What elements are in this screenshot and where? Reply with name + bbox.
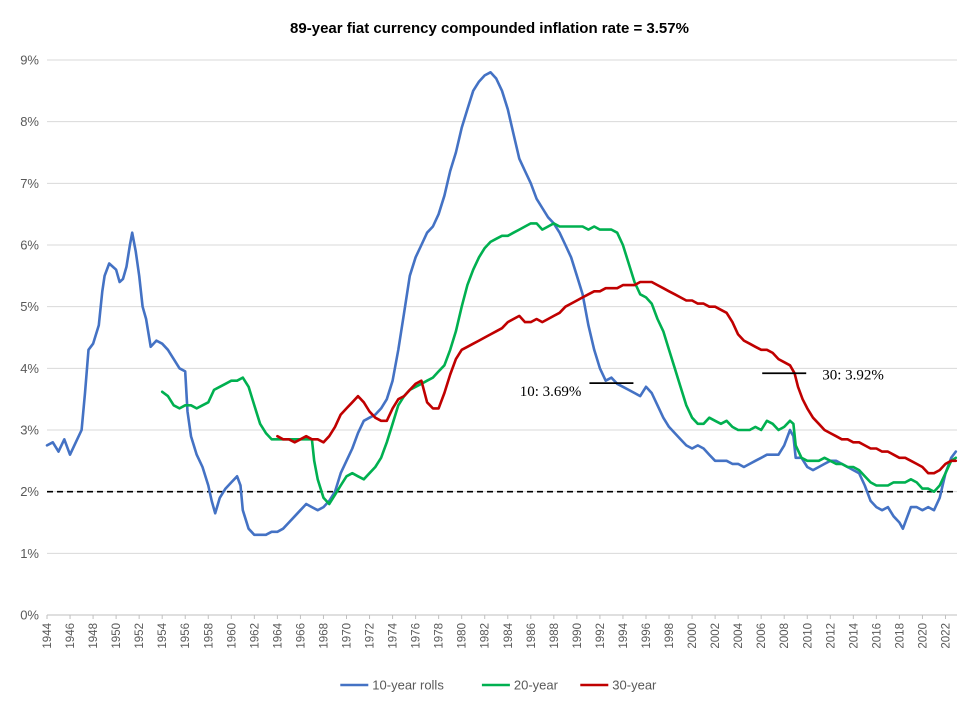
legend-label: 20-year	[514, 678, 559, 693]
x-tick-label: 1992	[595, 623, 607, 649]
x-tick-label: 1970	[341, 623, 353, 649]
legend-label: 10-year rolls	[372, 678, 444, 693]
x-tick-label: 1962	[249, 623, 261, 649]
x-tick-label: 1964	[272, 622, 284, 648]
y-tick-label: 2%	[20, 484, 39, 499]
x-tick-label: 2010	[802, 623, 814, 649]
x-tick-label: 1994	[618, 622, 630, 648]
x-tick-label: 1952	[134, 623, 146, 649]
x-tick-label: 2020	[917, 623, 929, 649]
series-line-10-year-rolls	[45, 71, 958, 537]
x-tick-label: 1990	[572, 623, 584, 649]
series-line-30-year	[276, 280, 958, 475]
x-tick-label: 1966	[295, 623, 307, 649]
y-tick-label: 4%	[20, 361, 39, 376]
x-tick-label: 1988	[549, 623, 561, 649]
x-tick-label: 2008	[779, 623, 791, 649]
x-tick-label: 2006	[756, 623, 768, 649]
legend-label: 30-year	[612, 678, 657, 693]
x-tick-label: 1976	[411, 623, 423, 649]
x-tick-label: 2002	[710, 623, 722, 649]
x-tick-label: 1954	[157, 622, 169, 648]
x-tick-label: 1968	[318, 623, 330, 649]
y-tick-label: 5%	[20, 299, 39, 314]
y-tick-label: 6%	[20, 238, 39, 253]
annotation-label: 30: 3.92%	[822, 367, 884, 383]
series-line-20-year	[160, 222, 958, 506]
annotation-label: 10: 3.69%	[520, 384, 582, 400]
x-tick-label: 1998	[664, 623, 676, 649]
x-tick-label: 2022	[940, 623, 952, 649]
y-tick-label: 3%	[20, 423, 39, 438]
y-tick-label: 7%	[20, 176, 39, 191]
x-tick-label: 1956	[180, 623, 192, 649]
y-tick-label: 8%	[20, 114, 39, 129]
x-tick-label: 1946	[65, 623, 77, 649]
x-tick-label: 1980	[457, 623, 469, 649]
x-tick-label: 1984	[503, 622, 515, 648]
x-tick-label: 1974	[388, 622, 400, 648]
x-tick-label: 2012	[825, 623, 837, 649]
y-tick-label: 1%	[20, 546, 39, 561]
x-tick-label: 1982	[480, 623, 492, 649]
chart-title: 89-year fiat currency compounded inflati…	[290, 20, 689, 37]
x-tick-label: 1958	[203, 623, 215, 649]
x-tick-label: 2016	[871, 623, 883, 649]
x-tick-label: 1978	[434, 623, 446, 649]
x-tick-label: 1972	[365, 623, 377, 649]
x-tick-label: 1944	[42, 622, 54, 648]
x-tick-label: 1948	[88, 623, 100, 649]
x-tick-label: 2018	[894, 623, 906, 649]
x-tick-label: 1996	[641, 623, 653, 649]
x-tick-label: 2014	[848, 622, 860, 648]
y-tick-label: 0%	[20, 608, 39, 623]
x-tick-label: 1960	[226, 623, 238, 649]
x-tick-label: 2000	[687, 623, 699, 649]
x-tick-label: 1950	[111, 623, 123, 649]
y-tick-label: 9%	[20, 53, 39, 68]
x-tick-label: 1986	[526, 623, 538, 649]
x-tick-label: 2004	[733, 622, 745, 648]
